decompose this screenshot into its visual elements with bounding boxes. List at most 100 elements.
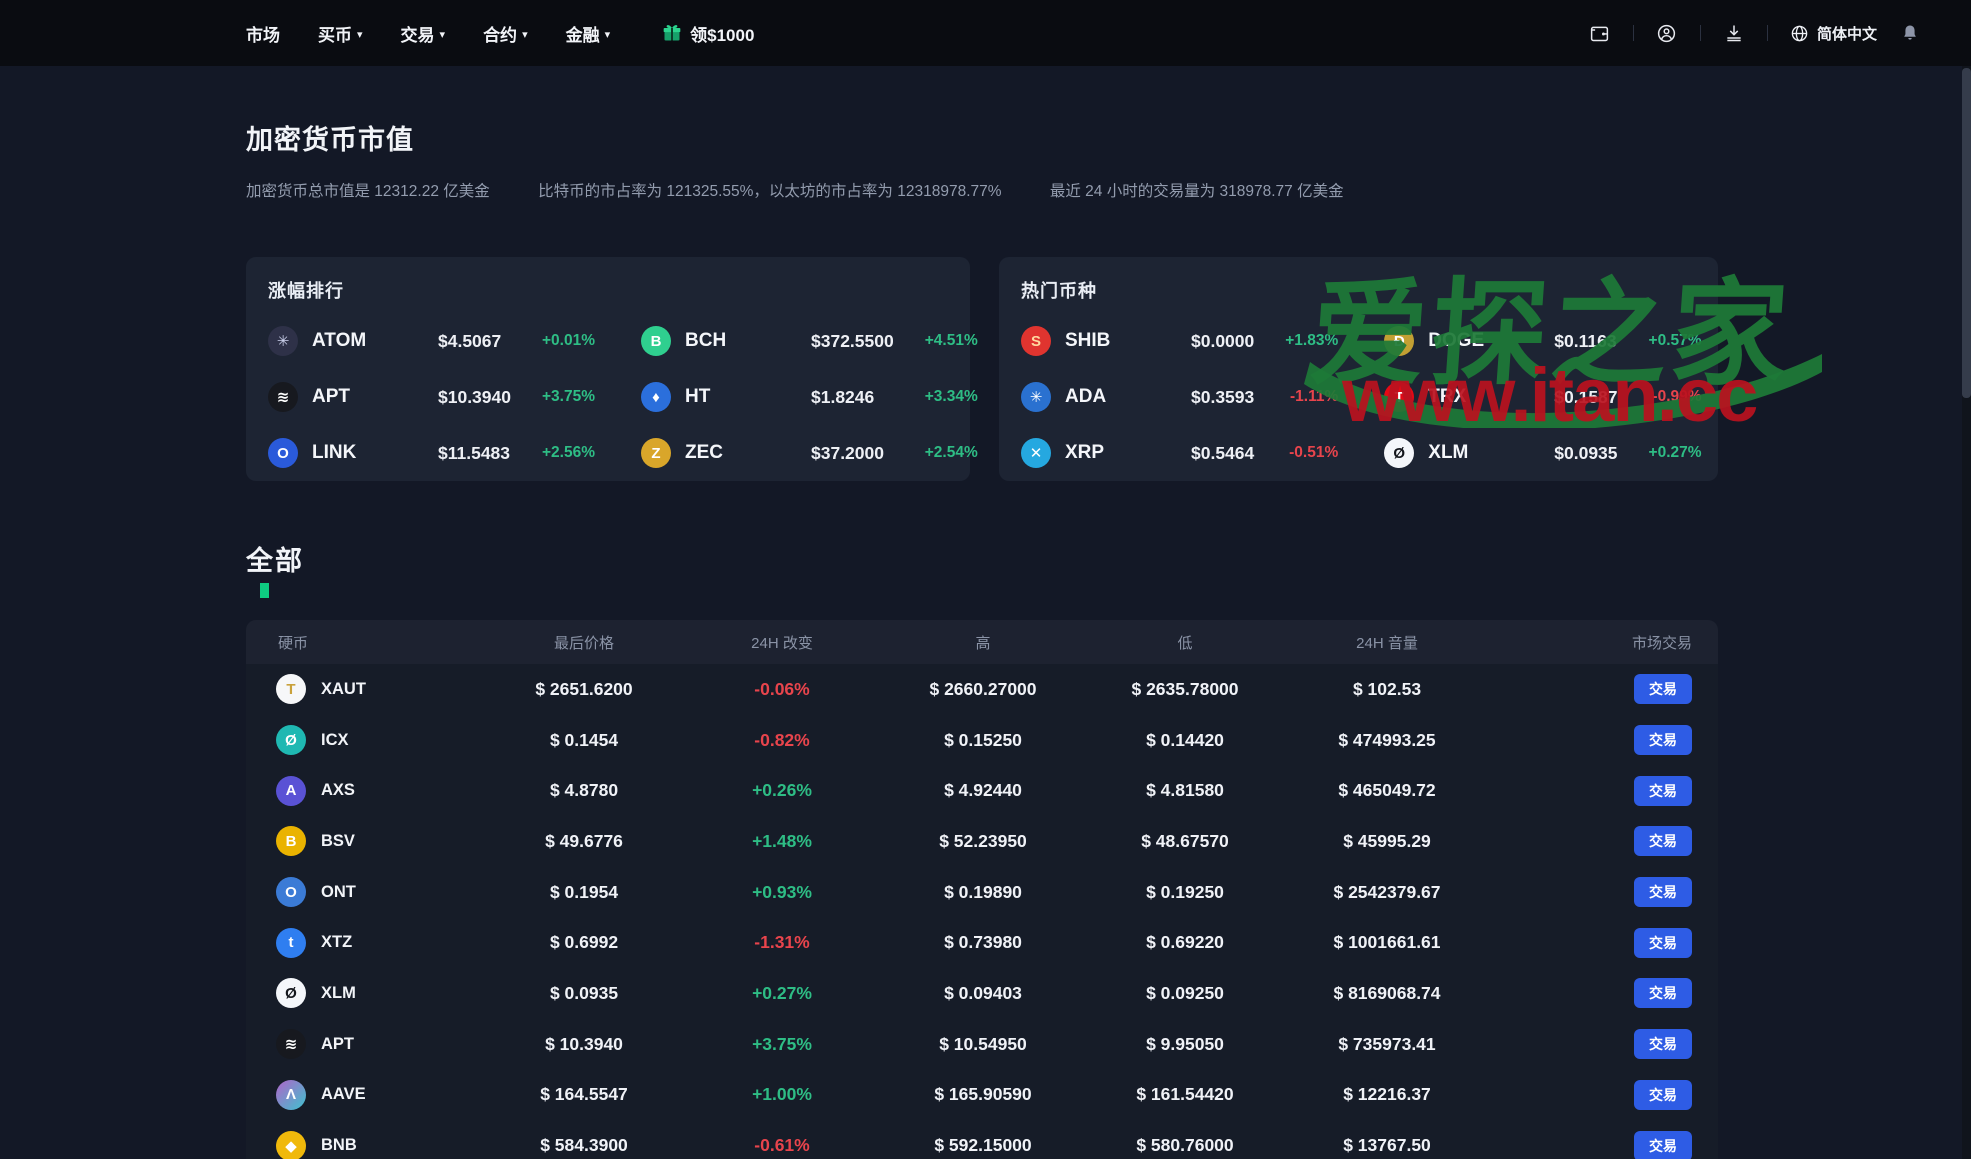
- zec-icon: Z: [641, 438, 671, 468]
- table-row-aave[interactable]: Λ AAVE $ 164.5547 +1.00% $ 165.90590 $ 16…: [246, 1070, 1718, 1121]
- market-stats: 加密货币总市值是 12312.22 亿美金 比特币的市占率为 121325.55…: [246, 179, 1971, 201]
- coin-symbol: ONT: [321, 882, 356, 901]
- coin-symbol: ATOM: [312, 330, 367, 351]
- table-row-apt[interactable]: ≋ APT $ 10.3940 +3.75% $ 10.54950 $ 9.950…: [246, 1019, 1718, 1070]
- coin-change: +2.54%: [924, 444, 978, 461]
- bell-icon[interactable]: [1899, 22, 1921, 44]
- table-row-ont[interactable]: O ONT $ 0.1954 +0.93% $ 0.19890 $ 0.19250…: [246, 867, 1718, 918]
- account-icon[interactable]: [1656, 22, 1678, 44]
- coin-symbol: SHIB: [1065, 330, 1111, 351]
- low-24h: $ 9.95050: [1146, 1033, 1224, 1054]
- coin-row-link[interactable]: O LINK $11.5483 +2.56%: [268, 425, 595, 481]
- page-scrollbar[interactable]: [1962, 66, 1971, 1159]
- bonus-button[interactable]: 领$1000: [662, 21, 754, 46]
- language-selector[interactable]: 简体中文: [1790, 23, 1877, 44]
- coin-row-xrp[interactable]: ✕ XRP $0.5464 -0.51%: [1021, 425, 1338, 481]
- download-app-icon[interactable]: [1723, 22, 1745, 44]
- nav-item-trade[interactable]: 交易 ▾: [401, 21, 446, 46]
- nav-utilities: 简体中文: [1589, 22, 1921, 44]
- high-24h: $ 592.15000: [934, 1135, 1032, 1156]
- xrp-icon: ✕: [1021, 438, 1051, 468]
- coin-row-xlm[interactable]: Ø XLM $0.0935 +0.27%: [1384, 425, 1702, 481]
- coin-row-shib[interactable]: S SHIB $0.0000 +1.83%: [1021, 313, 1338, 369]
- trade-button[interactable]: 交易: [1634, 927, 1692, 958]
- coin-price: $11.5483: [438, 442, 511, 463]
- trade-button[interactable]: 交易: [1634, 725, 1692, 756]
- change-24h: +0.26%: [752, 780, 812, 801]
- high-24h: $ 2660.27000: [929, 678, 1037, 699]
- coin-price: $0.0000: [1191, 330, 1255, 351]
- shib-icon: S: [1021, 326, 1051, 356]
- trade-button[interactable]: 交易: [1634, 1029, 1692, 1060]
- table-row-bnb[interactable]: ◆ BNB $ 584.3900 -0.61% $ 592.15000 $ 580…: [246, 1120, 1718, 1159]
- divider: [1766, 25, 1768, 41]
- coin-price: $0.3593: [1191, 386, 1255, 407]
- icx-icon: Ø: [276, 725, 306, 756]
- high-24h: $ 52.23950: [939, 830, 1027, 851]
- nav-item-market[interactable]: 市场: [246, 21, 280, 46]
- atom-icon: ✳: [268, 326, 298, 356]
- volume-24h: $ 45995.29: [1343, 830, 1431, 851]
- volume-24h: $ 8169068.74: [1333, 982, 1441, 1003]
- last-price: $ 584.3900: [540, 1135, 628, 1156]
- coin-row-ht[interactable]: ♦ HT $1.8246 +3.34%: [641, 369, 978, 425]
- table-row-xlm[interactable]: Ø XLM $ 0.0935 +0.27% $ 0.09403 $ 0.09250…: [246, 968, 1718, 1019]
- market-cap-section: 加密货币市值 加密货币总市值是 12312.22 亿美金 比特币的市占率为 12…: [0, 66, 1971, 201]
- coin-symbol: ADA: [1065, 386, 1107, 407]
- table-row-xtz[interactable]: t XTZ $ 0.6992 -1.31% $ 0.73980 $ 0.69220…: [246, 917, 1718, 968]
- last-price: $ 0.6992: [549, 932, 619, 953]
- nav-item-buy[interactable]: 买币 ▾: [318, 21, 363, 46]
- table-row-icx[interactable]: Ø ICX $ 0.1454 -0.82% $ 0.15250 $ 0.14420…: [246, 715, 1718, 766]
- table-row-axs[interactable]: A AXS $ 4.8780 +0.26% $ 4.92440 $ 4.81580…: [246, 765, 1718, 816]
- chevron-down-icon: ▾: [357, 28, 363, 41]
- col-header-change: 24H 改变: [751, 634, 813, 652]
- top-gainers-card: 涨幅排行 ✳ ATOM $4.5067 +0.01% B BCH $372.55…: [246, 257, 978, 481]
- trade-button[interactable]: 交易: [1634, 1130, 1692, 1159]
- col-header-high: 高: [975, 634, 991, 652]
- coin-row-ada[interactable]: ✳ ADA $0.3593 -1.11%: [1021, 369, 1338, 425]
- coin-symbol: APT: [312, 386, 350, 407]
- trade-button[interactable]: 交易: [1634, 674, 1692, 705]
- coin-symbol: APT: [321, 1034, 354, 1053]
- coin-symbol: AXS: [321, 781, 355, 800]
- last-price: $ 2651.6200: [535, 678, 633, 699]
- wallet-icon[interactable]: [1589, 22, 1611, 44]
- coin-row-bch[interactable]: B BCH $372.5500 +4.51%: [641, 313, 978, 369]
- coin-price: $372.5500: [811, 330, 894, 351]
- trade-button[interactable]: 交易: [1634, 877, 1692, 908]
- globe-icon: [1790, 24, 1809, 43]
- change-24h: -0.06%: [754, 678, 810, 699]
- coin-row-trx[interactable]: T TRX $0.1587 -0.99%: [1384, 369, 1702, 425]
- coin-change: +4.51%: [924, 332, 978, 349]
- col-header-coin: 硬币: [278, 634, 309, 652]
- nav-label: 交易: [400, 25, 435, 45]
- trade-button[interactable]: 交易: [1634, 1079, 1692, 1110]
- last-price: $ 0.1954: [549, 881, 619, 902]
- low-24h: $ 580.76000: [1136, 1135, 1234, 1156]
- col-header-low: 低: [1177, 634, 1193, 652]
- trade-button[interactable]: 交易: [1634, 978, 1692, 1009]
- coin-row-atom[interactable]: ✳ ATOM $4.5067 +0.01%: [268, 313, 595, 369]
- coin-symbol: ICX: [321, 730, 349, 749]
- scrollbar-thumb[interactable]: [1962, 68, 1971, 398]
- coin-change: +1.83%: [1285, 332, 1339, 349]
- table-row-xaut[interactable]: T XAUT $ 2651.6200 -0.06% $ 2660.27000 $ …: [246, 664, 1718, 715]
- nav-item-contract[interactable]: 合约 ▾: [483, 21, 528, 46]
- table-row-bsv[interactable]: B BSV $ 49.6776 +1.48% $ 52.23950 $ 48.67…: [246, 816, 1718, 867]
- nav-label: 合约: [483, 25, 518, 45]
- coin-symbol: ZEC: [685, 442, 723, 463]
- coin-price: $1.8246: [811, 386, 875, 407]
- divider: [1699, 25, 1701, 41]
- xlm-icon: Ø: [276, 978, 306, 1009]
- coin-row-apt[interactable]: ≋ APT $10.3940 +3.75%: [268, 369, 595, 425]
- coin-change: +3.75%: [541, 388, 595, 405]
- coin-row-doge[interactable]: Ð DOGE $0.1163 +0.57%: [1384, 313, 1702, 369]
- trade-button[interactable]: 交易: [1634, 775, 1692, 806]
- coin-row-zec[interactable]: Z ZEC $37.2000 +2.54%: [641, 425, 978, 481]
- nav-item-finance[interactable]: 金融 ▾: [566, 21, 611, 46]
- nav-label: 金融: [565, 25, 600, 45]
- nav-label: 市场: [246, 25, 280, 45]
- gainers-list: ✳ ATOM $4.5067 +0.01% B BCH $372.5500 +4…: [268, 313, 978, 481]
- high-24h: $ 165.90590: [934, 1084, 1032, 1105]
- trade-button[interactable]: 交易: [1634, 826, 1692, 857]
